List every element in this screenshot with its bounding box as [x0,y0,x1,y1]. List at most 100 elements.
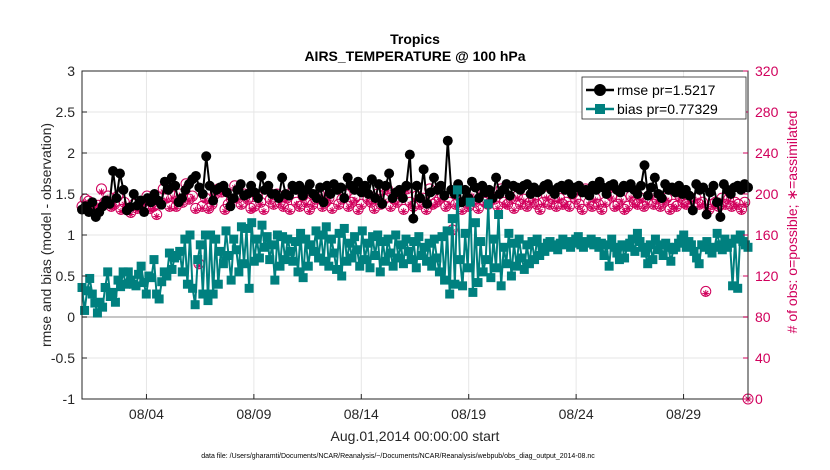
bias-point [715,240,725,250]
assimilated-obs-marker [270,202,278,210]
bias-point [509,238,519,248]
bias-point [262,232,272,242]
rmse-point [377,198,388,209]
star-stroke [98,189,105,195]
assimilated-obs-marker [416,202,424,210]
rmse-point [83,207,94,218]
bias-point [524,259,534,269]
star-stroke [732,201,738,208]
star-stroke [641,205,647,212]
star-stroke [348,201,355,208]
bias-point [452,185,462,195]
bias-point [535,251,545,260]
star-stroke [150,205,157,212]
rmse-point [201,151,212,162]
star-stroke [400,208,407,215]
rmse-point [335,182,346,193]
rmse-point [415,193,426,204]
bias-point [470,218,480,228]
rmse-point [235,179,246,190]
star-stroke [608,195,615,201]
bias-point [283,234,293,244]
bias-point [650,234,660,244]
rmse-point [632,189,643,199]
bias-point [532,234,542,244]
rmse-point [380,180,391,191]
star-stroke [495,205,501,212]
rmse-point [225,201,236,212]
rmse-point [418,164,429,175]
rmse-point [404,149,415,160]
rmse-point [228,193,239,204]
bias-point [236,222,246,232]
star-stroke [277,201,283,208]
star-stroke [166,205,173,212]
rmse-point [170,180,181,191]
series-lines [77,135,753,318]
bias-point [193,255,203,265]
assimilated-obs-marker [627,194,635,202]
bias-point [368,232,378,242]
star-stroke [663,197,670,203]
legend: rmse pr=1.5217 bias pr=0.77329 [581,76,747,120]
bias-point [206,230,216,240]
bias-point [285,246,295,256]
bias-point [666,256,676,266]
assimilated-obs-marker [682,202,690,210]
bias-point [118,267,128,277]
assimilated-obs-marker [640,204,648,212]
bias-point [108,287,118,297]
bias-point [409,237,419,247]
bias-point [679,230,689,240]
star-stroke [524,205,530,212]
bias-point [139,278,149,288]
bias-point [483,199,493,209]
bias-point [334,228,344,238]
assimilated-obs-marker [552,204,560,212]
assimilated-obs-marker [643,200,651,208]
bias-point [573,232,583,242]
y-tick-label: 3 [67,63,75,79]
y-tick-label-right: 80 [755,309,771,325]
star-stroke [127,211,134,218]
assimilated-obs-marker [279,204,287,212]
assimilated-obs-marker [725,197,733,205]
assimilated-obs-marker [666,207,674,215]
star-stroke [303,201,309,208]
bias-point [702,237,712,247]
assimilated-obs-marker [260,207,268,215]
bias-point [229,234,239,244]
assimilated-obs-marker [166,204,174,212]
bias-point [293,267,303,277]
star-stroke [443,205,449,212]
assimilated-obs-marker [221,207,229,215]
star-stroke [459,208,465,215]
bias-point [720,234,730,244]
star-stroke [615,203,621,210]
star-stroke [702,290,709,297]
star-stroke [251,205,257,212]
rmse-point [104,198,115,209]
bias-point [612,248,622,258]
y-tick-label-right: 280 [755,104,779,120]
bias-point [141,289,151,299]
assimilated-obs-marker [556,196,564,204]
star-stroke [667,208,673,215]
rmse-point [221,187,232,198]
assimilated-obs-marker [367,200,375,208]
bias-point [632,228,642,238]
star-stroke [192,207,199,214]
star-stroke [111,203,118,210]
rmse-point [397,193,408,204]
bias-point [404,246,414,256]
assimilated-obs-marker [572,197,580,205]
assimilated-obs-marker [588,204,596,212]
star-stroke [527,201,534,208]
star-stroke [592,197,599,203]
rmse-point [139,207,150,218]
assimilated-obs-marker [335,202,343,210]
rmse-point [646,182,657,193]
assimilated-obs-marker [188,194,196,202]
bias-point [303,261,313,271]
bias-point [136,261,146,271]
